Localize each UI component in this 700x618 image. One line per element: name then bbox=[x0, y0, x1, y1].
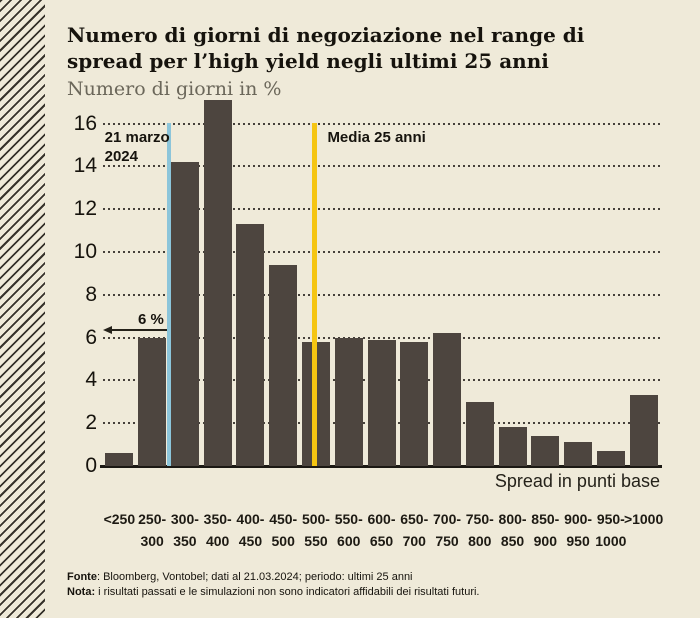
y-axis-tick-label: 4 bbox=[85, 368, 97, 392]
blue-date-line-label: 21 marzo 2024 bbox=[104, 129, 170, 165]
histogram-bar bbox=[203, 100, 232, 466]
x-axis-category-label: <250 bbox=[103, 511, 136, 527]
chart-title: Numero di giorni di negoziazione nel ran… bbox=[0, 22, 667, 74]
histogram-bar bbox=[236, 224, 265, 466]
x-axis-category-label: 300- 350 bbox=[170, 511, 199, 549]
x-axis-category-label: 500- 550 bbox=[301, 511, 330, 549]
x-axis-category-label: 900- 950 bbox=[564, 511, 593, 549]
six-percent-arrow-line bbox=[110, 329, 167, 332]
gridline bbox=[103, 165, 660, 168]
histogram-bar bbox=[400, 341, 429, 466]
six-percent-arrow-label: 6 % bbox=[138, 311, 164, 329]
blue-date-line bbox=[166, 123, 171, 466]
x-axis-category-label: >1000 bbox=[623, 511, 664, 527]
x-axis-category-label: 650- 700 bbox=[400, 511, 429, 549]
y-axis-tick-label: 12 bbox=[73, 197, 97, 221]
histogram-bar bbox=[269, 264, 298, 466]
footer-notes: Fonte: Bloomberg, Vontobel; dati al 21.0… bbox=[67, 570, 647, 600]
y-axis-tick-label: 2 bbox=[85, 411, 97, 435]
y-axis-tick-label: 14 bbox=[73, 154, 97, 178]
gridline bbox=[103, 251, 660, 253]
histogram-bar bbox=[629, 395, 658, 466]
histogram-bar bbox=[170, 162, 199, 466]
y-axis-tick-label: 6 bbox=[85, 325, 97, 349]
source-label: Fonte bbox=[67, 571, 97, 583]
gridline bbox=[103, 122, 660, 125]
histogram-bar bbox=[138, 337, 167, 466]
source-text: : Bloomberg, Vontobel; dati al 21.03.202… bbox=[96, 571, 413, 583]
diagonal-hatch-decoration bbox=[0, 0, 45, 618]
x-axis-category-label: 400- 450 bbox=[236, 511, 265, 549]
chart-title-line-2: spread per l’high yield negli ultimi 25 … bbox=[67, 49, 549, 73]
disclaimer-note: Nota: i risultati passati e le simulazio… bbox=[67, 585, 647, 600]
y-axis-tick-label: 16 bbox=[73, 111, 97, 135]
yellow-mean-line-label: Media 25 anni bbox=[327, 129, 426, 146]
x-axis-category-label: 700- 750 bbox=[433, 511, 462, 549]
x-axis-line bbox=[100, 465, 662, 468]
y-axis-tick-label: 8 bbox=[85, 282, 97, 306]
chart-title-line-1: Numero di giorni di negoziazione nel ran… bbox=[67, 23, 585, 47]
histogram-bar bbox=[465, 401, 494, 466]
y-axis-tick-label: 10 bbox=[73, 240, 97, 263]
x-axis-category-label: 600- 650 bbox=[367, 511, 396, 549]
gridline bbox=[103, 336, 660, 339]
x-axis-category-label: 800- 850 bbox=[498, 511, 527, 549]
disclaimer-text: i risultati passati e le simulazioni non… bbox=[95, 586, 480, 598]
x-axis-category-label: 550- 600 bbox=[334, 511, 363, 549]
disclaimer-label: Nota: bbox=[67, 586, 96, 598]
histogram-bar bbox=[334, 337, 363, 466]
arrow-left-icon bbox=[103, 326, 112, 335]
gridline bbox=[103, 208, 660, 211]
histogram-bar bbox=[531, 436, 560, 466]
source-note: Fonte: Bloomberg, Vontobel; dati al 21.0… bbox=[67, 570, 647, 585]
x-axis-title: Spread in punti base bbox=[494, 471, 660, 491]
histogram-bar bbox=[105, 453, 134, 466]
histogram-bar bbox=[433, 333, 462, 466]
x-axis-category-label: 350- 400 bbox=[203, 511, 232, 549]
gridline bbox=[103, 293, 660, 296]
x-axis-category-label: 250- 300 bbox=[138, 511, 167, 549]
x-axis-category-label: 950- 1000 bbox=[595, 511, 627, 549]
histogram-bar bbox=[498, 427, 527, 466]
histogram-bar bbox=[596, 451, 625, 466]
x-axis-category-label: 450- 500 bbox=[269, 511, 298, 549]
x-axis-category-label: 750- 800 bbox=[465, 511, 494, 549]
histogram-bar bbox=[367, 339, 396, 466]
x-axis-category-label: 850- 900 bbox=[531, 511, 560, 549]
y-axis-tick-label: 0 bbox=[85, 454, 97, 477]
yellow-mean-line bbox=[312, 123, 318, 466]
histogram-bar bbox=[564, 442, 593, 466]
chart-subtitle: Numero di giorni in % bbox=[67, 78, 282, 100]
